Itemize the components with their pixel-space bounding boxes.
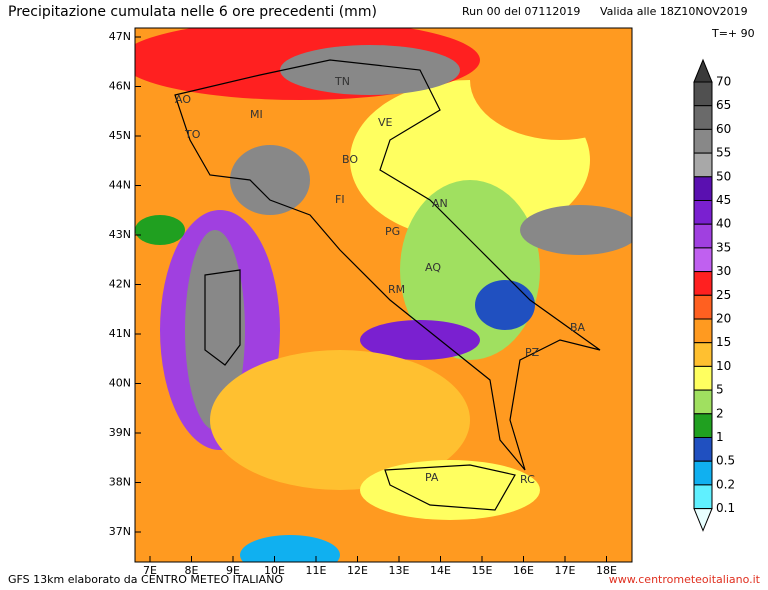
colorbar-label: 0.5 [716,454,735,468]
color-swatch [693,460,713,486]
lon-label: 8E [185,564,199,577]
colorbar-label: 0.1 [716,501,735,515]
city-label: FI [335,193,345,206]
lead-time: T=+ 90 [711,27,755,40]
color-swatch [693,342,713,367]
color-swatch [693,176,713,202]
lat-label: 37N [109,525,131,538]
city-label: AN [432,197,448,210]
color-swatch [693,271,713,296]
color-swatch [693,247,713,273]
city-label: BA [570,321,586,334]
colorbar-label: 60 [716,122,731,136]
city-label: BO [342,153,358,166]
color-swatch [693,413,713,438]
color-swatch [693,365,713,391]
lon-label: 9E [226,564,240,577]
color-swatch [693,508,713,532]
color-swatch [693,128,713,154]
colorbar-label: 15 [716,335,731,349]
color-swatch [693,389,713,415]
city-label: MI [250,108,263,121]
lon-label: 11E [306,564,327,577]
colorbar-label: 35 [716,240,731,254]
lat-label: 45N [109,129,131,142]
lon-label: 13E [389,564,410,577]
city-label: TN [334,75,350,88]
city-label: PG [385,225,400,238]
color-swatch [693,294,713,320]
lon-label: 12E [347,564,368,577]
colorbar-label: 45 [716,193,731,207]
lat-label: 41N [109,327,131,340]
color-swatch [693,318,713,344]
color-swatch [693,58,713,83]
colorbar-label: 1 [716,430,724,444]
city-label: RM [388,283,405,296]
lat-label: 47N [109,30,131,43]
lat-label: 39N [109,426,131,439]
city-label: AQ [425,261,441,274]
map-frame [134,27,633,563]
color-swatch [693,105,713,130]
lat-label: 42N [109,278,131,291]
lon-label: 10E [264,564,285,577]
city-label: TO [184,128,201,141]
color-swatch [693,437,713,462]
colorbar-label: 70 [716,75,731,89]
lat-label: 38N [109,476,131,489]
city-label: VE [378,116,393,129]
lat-label: 43N [109,228,131,241]
colorbar-label: 2 [716,406,724,420]
valid: Valida alle 18Z10NOV2019 [600,5,748,18]
city-label: PZ [525,346,540,359]
lon-label: 16E [513,564,534,577]
colorbar-label: 65 [716,98,731,112]
lon-label: 14E [430,564,451,577]
city-label: RC [520,473,535,486]
lon-label: 17E [555,564,576,577]
colorbar-label: 0.2 [716,477,735,491]
color-swatch [693,223,713,249]
footer-source: GFS 13km elaborato da CENTRO METEO ITALI… [8,573,283,586]
color-swatch [693,152,713,178]
lat-label: 40N [109,377,131,390]
color-swatch [693,81,713,107]
lat-label: 44N [109,179,131,192]
colorbar-label: 5 [716,383,724,397]
run: Run 00 del 07112019 [462,5,580,18]
lon-label: 18E [596,564,617,577]
lon-label: 7E [143,564,157,577]
title: Precipitazione cumulata nelle 6 ore prec… [8,4,377,20]
colorbar-label: 50 [716,169,731,183]
colorbar-label: 25 [716,288,731,302]
footer-site: www.centrometeoitaliano.it [609,573,761,586]
city-label: AO [175,93,191,106]
color-swatch [693,200,713,225]
colorbar-label: 40 [716,217,731,231]
colorbar-label: 10 [716,359,731,373]
lat-label: 46N [109,80,131,93]
colorbar-label: 55 [716,146,731,160]
city-label: PA [425,471,439,484]
color-swatch [693,484,713,510]
colorbar-label: 30 [716,264,731,278]
precip-field [135,28,632,562]
colorbar-label: 20 [716,312,731,326]
lon-label: 15E [472,564,493,577]
